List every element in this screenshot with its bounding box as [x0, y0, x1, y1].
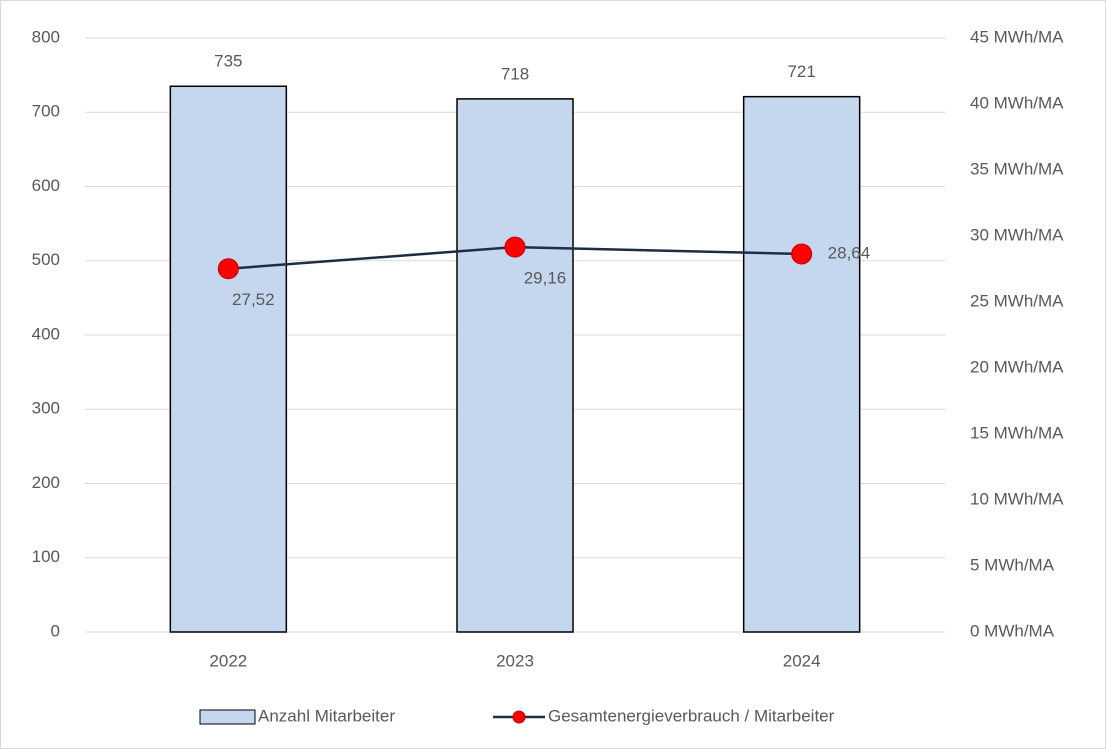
line-marker — [504, 236, 526, 258]
legend-label: Gesamtenergieverbrauch / Mitarbeiter — [548, 706, 835, 725]
line-value-label: 28,64 — [828, 243, 871, 262]
y2-tick-label: 30 MWh/MA — [970, 225, 1064, 244]
bar-value-label: 721 — [787, 62, 815, 81]
y2-tick-label: 40 MWh/MA — [970, 93, 1064, 112]
bar — [742, 95, 861, 633]
x-tick-label: 2023 — [496, 651, 534, 670]
legend-label: Anzahl Mitarbeiter — [258, 706, 395, 725]
bar — [456, 98, 574, 633]
y-tick-label: 100 — [32, 547, 60, 566]
y-tick-label: 200 — [32, 473, 60, 492]
bar-value-label: 718 — [501, 64, 529, 83]
y2-tick-label: 20 MWh/MA — [970, 357, 1064, 376]
y-tick-label: 300 — [32, 399, 60, 418]
legend-marker — [512, 710, 526, 724]
y-tick-label: 800 — [32, 27, 60, 46]
y-tick-label: 0 — [51, 621, 60, 640]
y2-tick-label: 15 MWh/MA — [970, 423, 1064, 442]
line-marker — [791, 243, 813, 265]
y2-tick-label: 0 MWh/MA — [970, 621, 1055, 640]
bar — [169, 85, 288, 633]
x-tick-label: 2024 — [783, 651, 821, 670]
y2-tick-label: 45 MWh/MA — [970, 27, 1064, 46]
y-tick-label: 500 — [32, 250, 60, 269]
y-tick-label: 400 — [32, 324, 60, 343]
y2-tick-label: 25 MWh/MA — [970, 291, 1064, 310]
x-tick-label: 2022 — [209, 651, 247, 670]
line-value-label: 27,52 — [232, 290, 275, 309]
y-tick-label: 600 — [32, 176, 60, 195]
y2-tick-label: 35 MWh/MA — [970, 159, 1064, 178]
y2-tick-label: 10 MWh/MA — [970, 489, 1064, 508]
y2-tick-label: 5 MWh/MA — [970, 555, 1055, 574]
y-tick-label: 700 — [32, 102, 60, 121]
legend-swatch — [199, 709, 256, 725]
line-marker — [217, 258, 239, 280]
bar-value-label: 735 — [214, 52, 242, 71]
line-value-label: 29,16 — [524, 269, 567, 288]
